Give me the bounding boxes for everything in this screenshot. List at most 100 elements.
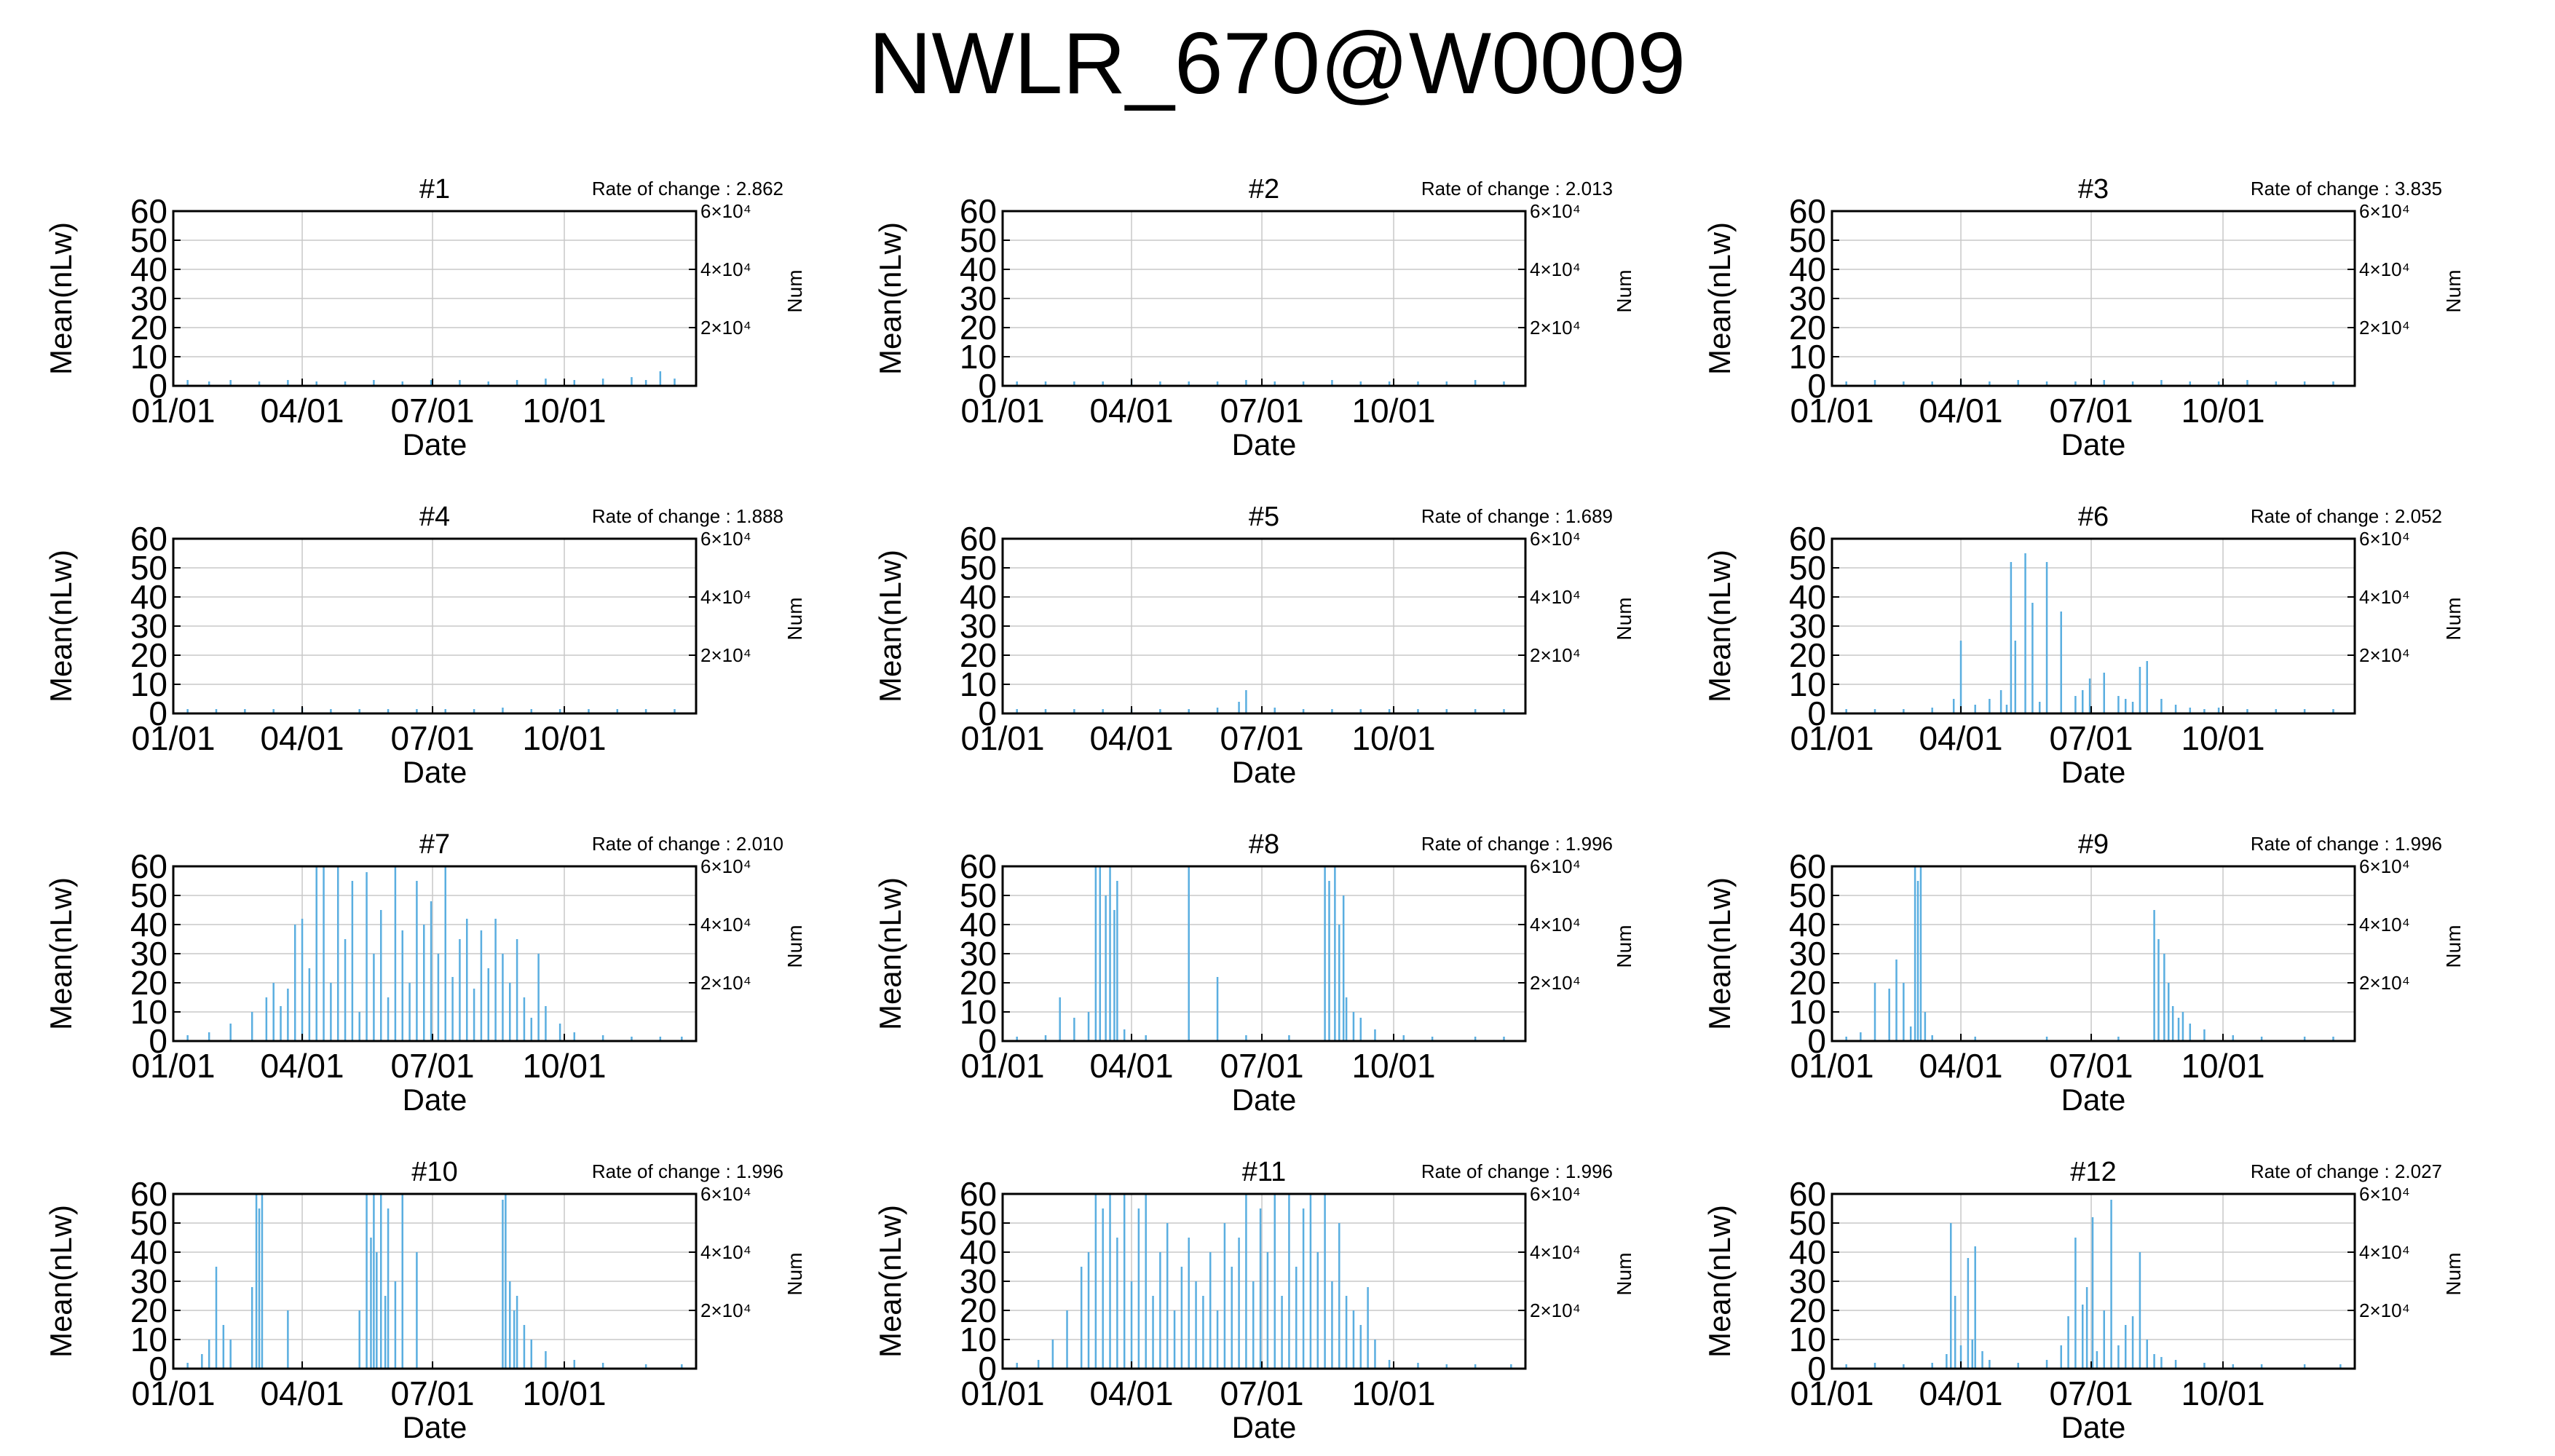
x-tick-label: 04/01	[1919, 719, 2002, 757]
y2-axis-label: Num	[1613, 597, 1635, 640]
y-tick-label: 30	[960, 935, 997, 973]
x-tick-label: 07/01	[2049, 1047, 2133, 1085]
y-axis-label: Mean(nLw)	[44, 877, 78, 1030]
x-tick-label: 10/01	[2181, 1047, 2264, 1085]
y2-tick-label: 2×10⁴	[1530, 1299, 1581, 1321]
y-tick-label: 50	[1789, 1204, 1826, 1242]
y-tick-label: 50	[1789, 549, 1826, 587]
y-tick-label: 60	[960, 1175, 997, 1213]
y-tick-label: 60	[130, 1175, 167, 1213]
x-tick-label: 10/01	[1351, 392, 1435, 430]
y-tick-label: 40	[130, 906, 167, 943]
y2-tick-label: 2×10⁴	[700, 644, 751, 666]
x-tick-label: 01/01	[960, 1374, 1044, 1412]
x-tick-label: 10/01	[522, 719, 606, 757]
rate-of-change: Rate of change : 2.862	[592, 178, 783, 199]
y-tick-label: 30	[960, 607, 997, 645]
rate-of-change: Rate of change : 1.996	[592, 1160, 783, 1182]
y2-tick-label: 2×10⁴	[1530, 972, 1581, 994]
y-tick-label: 20	[960, 964, 997, 1002]
y-tick-label: 10	[1789, 665, 1826, 703]
x-tick-label: 04/01	[1089, 719, 1173, 757]
x-tick-label: 07/01	[2049, 392, 2133, 430]
x-tick-label: 01/01	[960, 392, 1044, 430]
y-tick-label: 60	[1789, 192, 1826, 230]
y-tick-label: 50	[960, 549, 997, 587]
y-tick-label: 10	[1789, 338, 1826, 376]
x-tick-label: 07/01	[2049, 1374, 2133, 1412]
x-axis-label: Date	[403, 427, 467, 462]
y2-tick-label: 2×10⁴	[700, 317, 751, 339]
y-tick-label: 60	[1789, 1175, 1826, 1213]
x-tick-label: 10/01	[2181, 719, 2264, 757]
y-tick-label: 30	[1789, 1262, 1826, 1300]
y-tick-label: 0	[149, 367, 167, 405]
y2-tick-label: 6×10⁴	[1530, 528, 1581, 550]
y2-tick-label: 4×10⁴	[2359, 1241, 2410, 1263]
rate-of-change: Rate of change : 3.835	[2251, 178, 2442, 199]
panel-title: #6	[2078, 502, 2109, 532]
y-tick-label: 20	[1789, 964, 1826, 1002]
y2-tick-label: 6×10⁴	[1530, 855, 1581, 877]
y-tick-label: 10	[1789, 993, 1826, 1031]
y-tick-label: 0	[149, 1022, 167, 1060]
y-tick-label: 0	[1807, 1350, 1826, 1388]
y-tick-label: 20	[130, 309, 167, 347]
y-axis-label: Mean(nLw)	[873, 877, 907, 1030]
y-tick-label: 50	[130, 549, 167, 587]
x-tick-label: 01/01	[1790, 719, 1873, 757]
x-tick-label: 04/01	[260, 719, 344, 757]
x-tick-label: 01/01	[131, 719, 215, 757]
y2-tick-label: 4×10⁴	[1530, 914, 1581, 935]
y2-axis-label: Num	[2442, 597, 2465, 640]
y2-tick-label: 2×10⁴	[2359, 1299, 2410, 1321]
y2-tick-label: 6×10⁴	[2359, 1183, 2410, 1205]
x-tick-label: 01/01	[960, 719, 1044, 757]
y2-tick-label: 4×10⁴	[2359, 914, 2410, 935]
y-tick-label: 20	[130, 1291, 167, 1329]
x-tick-label: 01/01	[1790, 1374, 1873, 1412]
y2-tick-label: 6×10⁴	[1530, 1183, 1581, 1205]
rate-of-change: Rate of change : 1.996	[1421, 833, 1613, 855]
x-tick-label: 10/01	[1351, 719, 1435, 757]
y-tick-label: 0	[149, 695, 167, 732]
x-tick-label: 07/01	[390, 1047, 474, 1085]
rate-of-change: Rate of change : 1.996	[1421, 1160, 1613, 1182]
y-tick-label: 10	[130, 338, 167, 376]
y-tick-label: 10	[960, 338, 997, 376]
y-tick-label: 50	[130, 877, 167, 914]
x-tick-label: 10/01	[522, 1374, 606, 1412]
panel-title: #11	[1242, 1157, 1287, 1187]
y-tick-label: 20	[130, 636, 167, 674]
y2-tick-label: 4×10⁴	[1530, 1241, 1581, 1263]
y-tick-label: 60	[1789, 520, 1826, 558]
y-tick-label: 30	[130, 935, 167, 973]
y2-axis-label: Num	[2442, 925, 2465, 968]
y2-tick-label: 6×10⁴	[700, 1183, 751, 1205]
x-tick-label: 10/01	[522, 392, 606, 430]
x-axis-label: Date	[403, 1083, 467, 1117]
x-axis-label: Date	[2061, 1410, 2126, 1444]
x-tick-label: 10/01	[2181, 1374, 2264, 1412]
x-tick-label: 07/01	[1220, 719, 1303, 757]
y-tick-label: 60	[130, 520, 167, 558]
x-tick-label: 01/01	[131, 1047, 215, 1085]
y-tick-label: 40	[130, 1233, 167, 1271]
y-axis-label: Mean(nLw)	[1702, 222, 1737, 375]
y-tick-label: 40	[960, 906, 997, 943]
y2-axis-label: Num	[1613, 269, 1635, 312]
y2-tick-label: 2×10⁴	[2359, 972, 2410, 994]
x-tick-label: 04/01	[260, 1047, 344, 1085]
x-tick-label: 01/01	[131, 1374, 215, 1412]
x-tick-label: 01/01	[1790, 1047, 1873, 1085]
y-tick-label: 50	[960, 1204, 997, 1242]
y-tick-label: 50	[960, 221, 997, 259]
y-axis-label: Mean(nLw)	[1702, 1205, 1737, 1358]
